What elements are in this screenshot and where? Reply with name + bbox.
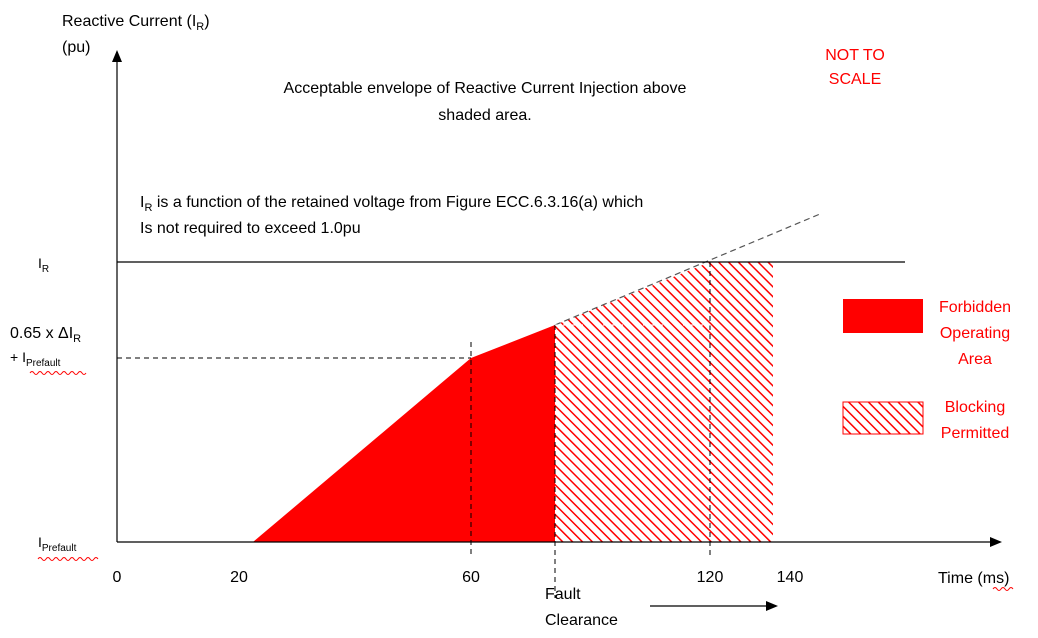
annotation-function-line1: IR is a function of the retained voltage… — [140, 194, 643, 214]
legend-forbidden-line1: Forbidden — [939, 299, 1011, 316]
y-tick-ir: IR — [38, 255, 49, 275]
y-tick-prefault: IPrefault — [38, 534, 77, 554]
fault-clearance-line2: Clearance — [545, 612, 618, 629]
fault-clearance-line1: Fault — [545, 586, 581, 603]
x-tick-140: 140 — [777, 569, 804, 586]
x-tick-120: 120 — [697, 569, 724, 586]
ramp-extension-dashed — [554, 213, 821, 326]
spellcheck-underline-mid — [29, 371, 87, 375]
not-to-scale-line2: SCALE — [829, 71, 881, 88]
annotation-envelope-line2: shaded area. — [438, 107, 531, 124]
y-axis-title: Reactive Current (IR) — [62, 13, 210, 33]
x-tick-0: 0 — [113, 569, 122, 586]
spellcheck-underline-prefault — [37, 557, 99, 561]
legend-blocking-swatch — [842, 401, 924, 435]
annotation-function-line2: Is not required to exceed 1.0pu — [140, 220, 361, 237]
y-tick-mid-line2: + IPrefault — [10, 349, 61, 369]
legend-blocking-line1: Blocking — [945, 399, 1005, 416]
blocking-permitted-area — [555, 262, 773, 542]
legend-forbidden-line2: Operating — [940, 325, 1010, 342]
forbidden-operating-area — [253, 325, 555, 542]
y-axis-unit: (pu) — [62, 39, 90, 56]
legend-blocking-line2: Permitted — [941, 425, 1009, 442]
annotation-envelope-line1: Acceptable envelope of Reactive Current … — [284, 80, 687, 97]
legend-forbidden-swatch — [843, 299, 923, 333]
legend-forbidden-line3: Area — [958, 351, 992, 368]
y-tick-mid-line1: 0.65 x ΔIR — [10, 325, 81, 345]
x-axis-title: Time (ms) — [938, 570, 1009, 587]
x-tick-60: 60 — [462, 569, 480, 586]
x-tick-20: 20 — [230, 569, 248, 586]
spellcheck-underline-ms — [992, 587, 1014, 591]
not-to-scale-line1: NOT TO — [825, 47, 885, 64]
